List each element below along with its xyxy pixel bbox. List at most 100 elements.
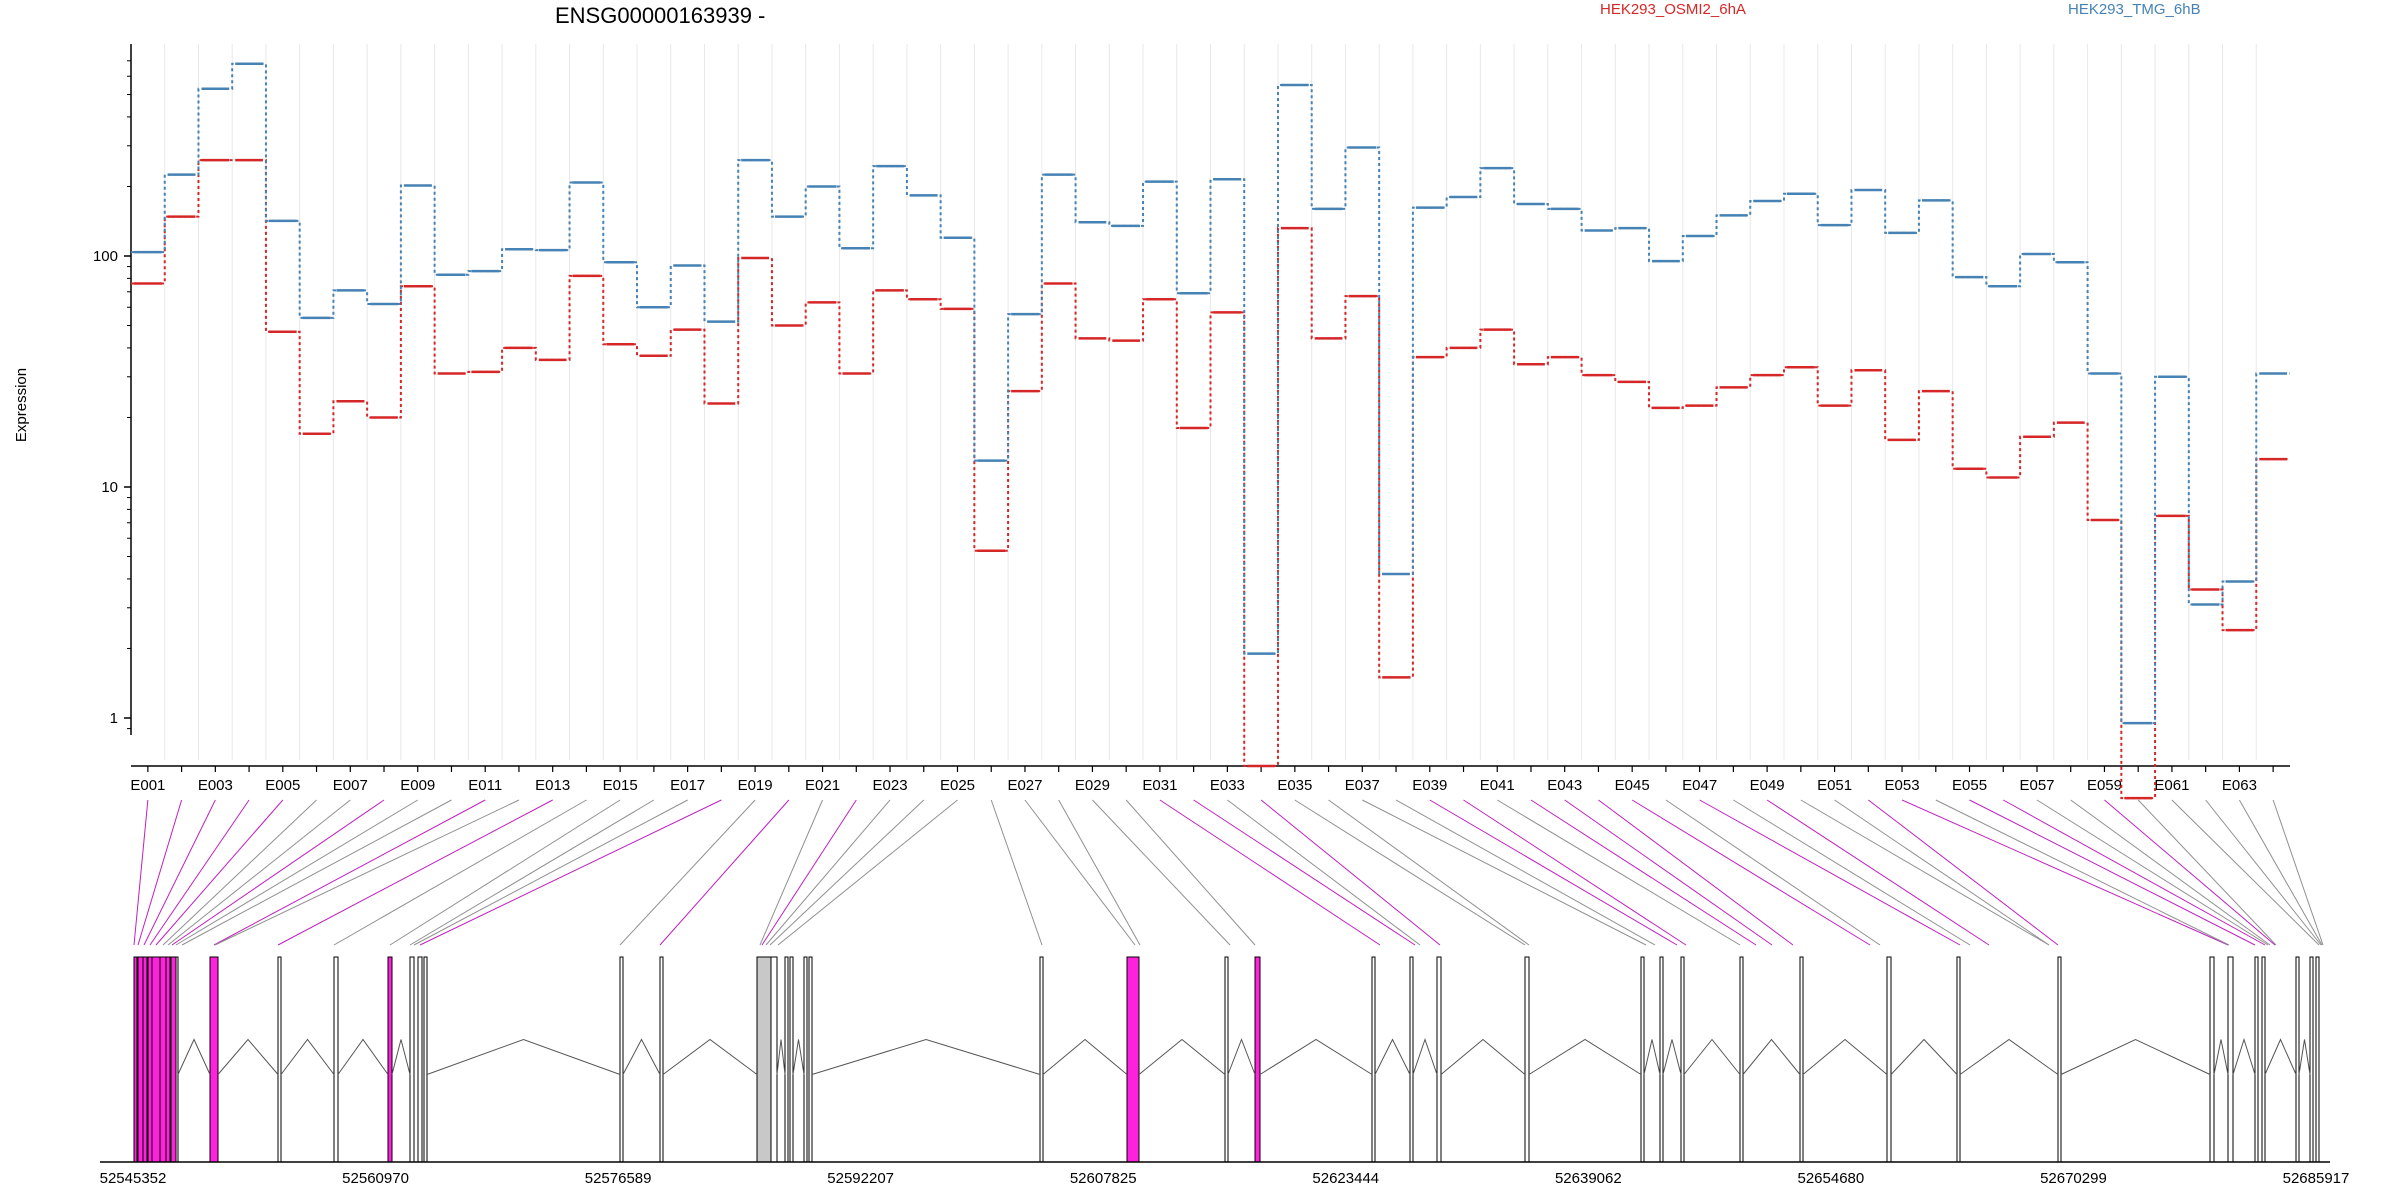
exon-block xyxy=(142,956,148,1163)
exon-connector xyxy=(619,799,756,946)
x-tick-label: E015 xyxy=(603,777,638,794)
exon-connector xyxy=(333,799,587,946)
exon-connector xyxy=(1395,799,1656,946)
intron-line xyxy=(1742,1038,1801,1075)
exon-connector xyxy=(1294,799,1526,946)
exon-connector xyxy=(1159,799,1381,946)
x-tick-label: E063 xyxy=(2222,777,2257,794)
coordinate-label: 52639062 xyxy=(1555,1170,1622,1187)
y-tick-label: 10 xyxy=(101,479,118,496)
exon-connector xyxy=(137,799,183,946)
exon-block xyxy=(1659,956,1664,1163)
intron-line xyxy=(1683,1038,1741,1075)
exon-connector xyxy=(213,799,486,946)
exon-connector xyxy=(1328,799,1530,946)
exon-connector xyxy=(214,799,520,946)
x-tick-label: E027 xyxy=(1007,777,1042,794)
exon-connector xyxy=(162,799,317,946)
exon-block xyxy=(808,956,813,1163)
exon-connector xyxy=(1125,799,1256,946)
exon-block xyxy=(2254,956,2259,1163)
exon-block xyxy=(2209,956,2215,1163)
exon-connector xyxy=(1901,799,2229,946)
exon-connector xyxy=(1834,799,2050,946)
x-tick-label: E001 xyxy=(130,777,165,794)
x-tick-label: E051 xyxy=(1817,777,1852,794)
intron-line xyxy=(1802,1038,1888,1075)
exon-connector xyxy=(175,799,418,946)
coordinate-label: 52560970 xyxy=(342,1170,409,1187)
intron-line xyxy=(2213,1039,2229,1075)
exon-connector xyxy=(143,799,216,946)
exon-connector xyxy=(2171,799,2320,946)
coordinate-label: 52545352 xyxy=(100,1170,167,1187)
exon-block xyxy=(1799,956,1804,1163)
exon-connector xyxy=(765,799,891,946)
exon-connector xyxy=(409,799,655,946)
x-tick-label: E005 xyxy=(265,777,300,794)
exon-connector xyxy=(1193,799,1416,946)
intron-line xyxy=(1959,1038,2059,1075)
exon-block xyxy=(2261,956,2266,1163)
exon-block xyxy=(1039,956,1044,1163)
exon-connector xyxy=(2272,799,2324,946)
x-tick-label: E019 xyxy=(738,777,773,794)
exon-connector xyxy=(2036,799,2269,946)
x-tick-label: E045 xyxy=(1615,777,1650,794)
intron-line xyxy=(1890,1038,1958,1075)
exon-block xyxy=(619,956,624,1163)
x-tick-label: E021 xyxy=(805,777,840,794)
exon-block xyxy=(2309,956,2314,1163)
exon-connector xyxy=(2205,799,2322,946)
exon-connector xyxy=(659,799,790,946)
gene-track xyxy=(100,956,2330,1163)
grid-lines xyxy=(164,44,2257,760)
exon-block xyxy=(333,956,339,1163)
exon-block xyxy=(784,956,789,1163)
intron-line xyxy=(1042,1038,1128,1075)
coordinate-labels: 52545352 52560970 52576589 52592207 52607825… xyxy=(100,1170,2350,1187)
exon-connector xyxy=(1564,799,1773,946)
exon-block xyxy=(1680,956,1685,1163)
exon-block xyxy=(789,956,794,1163)
exon-block xyxy=(417,956,423,1163)
intron-line xyxy=(1662,1039,1682,1075)
coordinate-label: 52607825 xyxy=(1070,1170,1137,1187)
exon-connector xyxy=(2137,799,2277,946)
exon-block xyxy=(1126,956,1140,1163)
exon-connector xyxy=(759,799,824,946)
exon-connector xyxy=(1429,799,1678,946)
exon-block xyxy=(137,956,144,1163)
exon-connector xyxy=(2003,799,2266,946)
x-tick-label: E049 xyxy=(1750,777,1785,794)
y-axis-label: Expression xyxy=(13,368,30,442)
x-tick-label: E061 xyxy=(2154,777,2189,794)
exon-connector xyxy=(389,799,621,946)
intron-line xyxy=(2060,1038,2211,1075)
x-tick-label: E029 xyxy=(1075,777,1110,794)
intron-line xyxy=(1643,1039,1661,1075)
exon-block xyxy=(409,956,415,1163)
exon-connector xyxy=(1530,799,1757,946)
exon-connector xyxy=(1733,799,1971,946)
exon-connector xyxy=(1800,799,2050,946)
intron-line xyxy=(1528,1038,1642,1075)
intron-line xyxy=(177,1038,211,1075)
y-tick-label: 100 xyxy=(93,248,118,265)
intron-line xyxy=(1259,1038,1373,1075)
x-tick-label: E033 xyxy=(1210,777,1245,794)
exon-block xyxy=(2227,956,2234,1163)
x-tick-label: E023 xyxy=(873,777,908,794)
exon-block xyxy=(1409,956,1414,1163)
exon-connector xyxy=(2070,799,2271,946)
coordinate-label: 52576589 xyxy=(585,1170,652,1187)
exon-connector xyxy=(171,799,385,946)
intron-line xyxy=(337,1038,389,1075)
exon-connector xyxy=(1935,799,2230,946)
exon-connector xyxy=(1058,799,1141,946)
intron-line xyxy=(1374,1038,1411,1075)
coordinate-label: 52670299 xyxy=(2040,1170,2107,1187)
exon-block xyxy=(2057,956,2062,1163)
exon-block xyxy=(659,956,664,1163)
